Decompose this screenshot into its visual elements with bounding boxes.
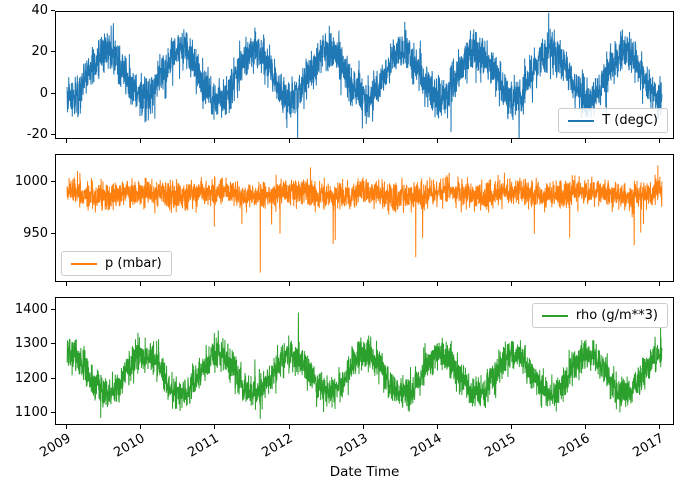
y-tick-mark <box>51 93 55 94</box>
x-tick-mark <box>511 139 512 143</box>
x-tick-label-text: 2014 <box>408 431 445 461</box>
x-tick-label-text: 2011 <box>185 431 222 461</box>
axes-density: rho (g/m**3) <box>55 297 674 425</box>
y-tick-label: 40 <box>31 3 48 18</box>
axes-temperature: T (degC) <box>55 11 674 139</box>
x-tick-mark <box>289 425 290 429</box>
y-tick-mark <box>51 343 55 344</box>
x-tick-mark <box>659 282 660 286</box>
y-tick-label: 1100 <box>14 404 48 420</box>
x-tick-label-text: 2009 <box>37 431 74 461</box>
x-tick-mark <box>66 282 67 286</box>
pressure-legend-label: p (mbar) <box>105 256 162 271</box>
x-tick-mark <box>289 139 290 143</box>
density-legend-line-sample <box>541 314 568 317</box>
y-tick-label: 950 <box>23 226 48 242</box>
x-tick-mark <box>363 425 364 429</box>
x-tick-mark <box>585 139 586 143</box>
y-tick-label: 1400 <box>14 301 48 317</box>
temperature-legend-line-sample <box>568 119 595 122</box>
x-tick-mark <box>511 282 512 286</box>
x-tick-mark <box>437 425 438 429</box>
x-tick-mark <box>437 282 438 286</box>
y-tick-mark <box>51 378 55 379</box>
x-tick-mark <box>66 139 67 143</box>
x-tick-label-text: 2016 <box>556 431 593 461</box>
y-tick-label: -20 <box>26 126 48 142</box>
x-tick-label-text: 2012 <box>259 431 296 461</box>
y-tick-mark <box>51 412 55 413</box>
x-tick-mark <box>659 139 660 143</box>
pressure-legend-line-sample <box>71 262 97 265</box>
x-tick-label-text: 2013 <box>333 431 371 461</box>
x-tick-mark <box>289 282 290 286</box>
x-tick-mark <box>585 282 586 286</box>
y-tick-mark <box>51 309 55 310</box>
x-tick-mark <box>140 139 141 143</box>
x-tick-mark <box>214 282 215 286</box>
x-tick-mark <box>140 282 141 286</box>
y-tick-label: 1000 <box>14 173 48 189</box>
x-tick-label-text: 2010 <box>111 431 148 461</box>
y-tick-mark <box>51 51 55 52</box>
x-tick-mark <box>214 139 215 143</box>
temperature-legend-label: T (degC) <box>602 113 658 128</box>
x-tick-mark <box>585 425 586 429</box>
x-tick-mark <box>363 282 364 286</box>
x-tick-label-text: 2017 <box>630 431 667 461</box>
x-tick-label-text: 2015 <box>482 431 519 461</box>
x-tick-mark <box>437 139 438 143</box>
axes-pressure: p (mbar) <box>55 154 674 282</box>
x-tick-mark <box>511 425 512 429</box>
y-tick-mark <box>51 10 55 11</box>
x-tick-mark <box>659 425 660 429</box>
legend-pressure: p (mbar) <box>61 251 172 276</box>
x-tick-mark <box>214 425 215 429</box>
legend-temperature: T (degC) <box>558 108 668 133</box>
y-tick-mark <box>51 233 55 234</box>
x-tick-mark <box>363 139 364 143</box>
y-tick-label: 0 <box>39 85 48 101</box>
x-tick-mark <box>66 425 67 429</box>
x-axis-title: Date Time <box>329 464 400 480</box>
x-tick-mark <box>140 425 141 429</box>
y-tick-label: 1200 <box>14 370 48 386</box>
y-tick-mark <box>51 181 55 182</box>
density-legend-label: rho (g/m**3) <box>575 308 658 323</box>
y-tick-label: 20 <box>31 44 48 60</box>
legend-density: rho (g/m**3) <box>531 303 668 328</box>
y-tick-mark <box>51 134 55 135</box>
y-tick-label: 1300 <box>14 336 48 352</box>
